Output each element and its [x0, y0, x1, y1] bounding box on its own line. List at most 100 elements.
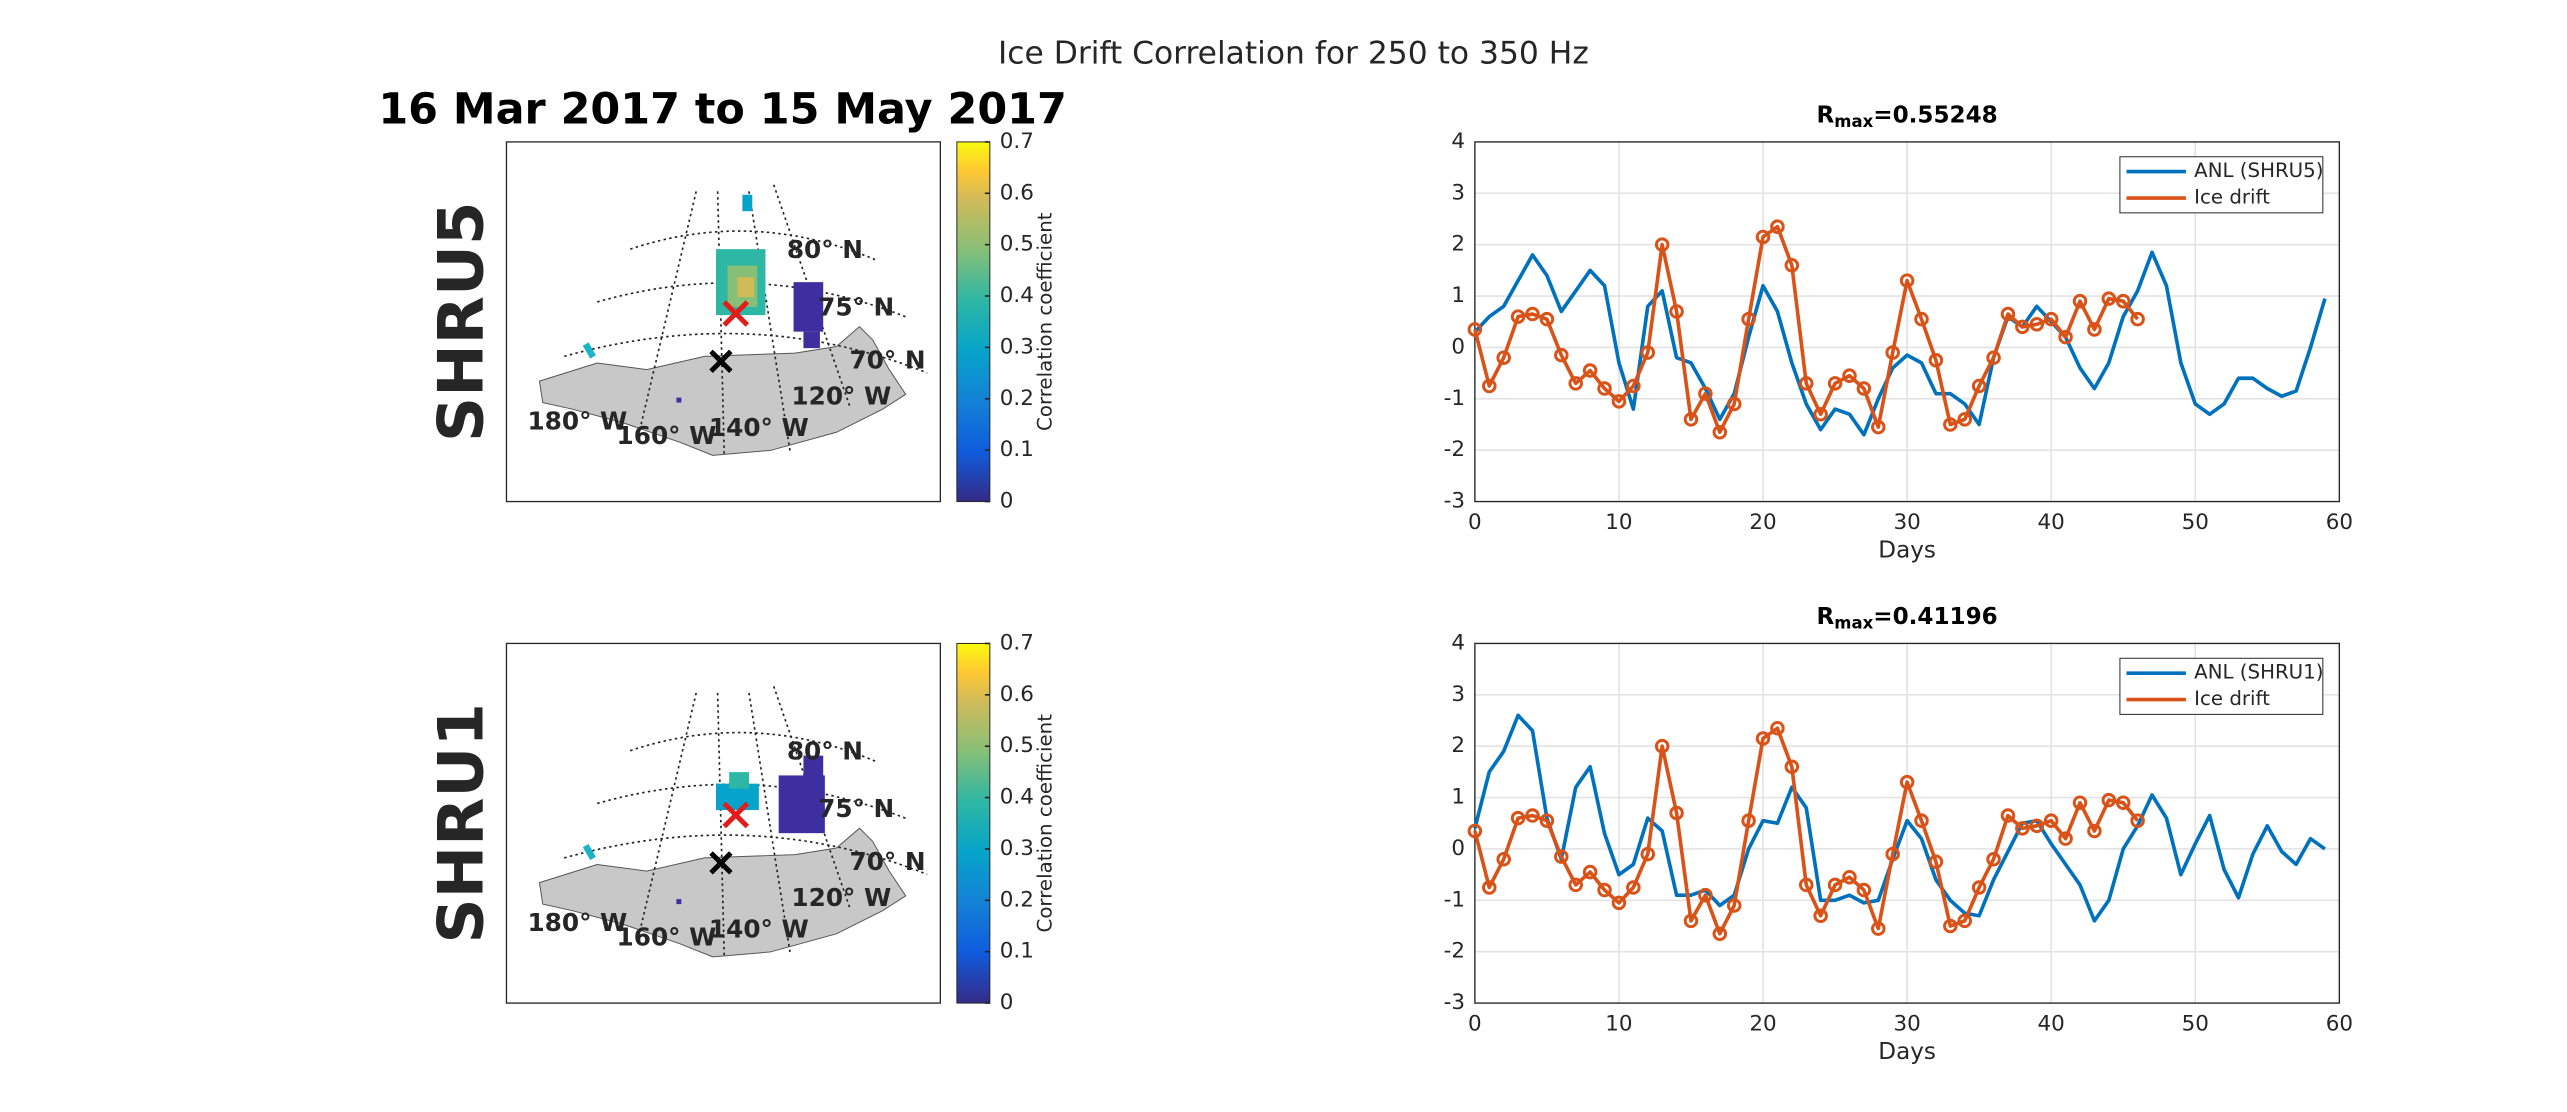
series-marker [1568, 376, 1583, 391]
chart-title: Rmax=0.41196 [1817, 604, 1998, 633]
x-tick-label: 40 [2038, 1012, 2065, 1037]
map-base [506, 643, 940, 1003]
x-tick-label: 20 [1749, 510, 1776, 535]
colorbar [956, 141, 991, 503]
colorbar-tick-label: 0.2 [1000, 386, 1034, 411]
x-tick-label: 0 [1468, 1012, 1482, 1037]
series-marker [1885, 846, 1900, 862]
y-tick-label: 4 [1451, 630, 1465, 655]
series-marker [1467, 322, 1483, 337]
series-marker [1770, 219, 1785, 234]
series-marker [1813, 908, 1828, 923]
series-marker [1827, 877, 1843, 893]
x-tick-label: 10 [1605, 1012, 1632, 1037]
series-marker [1871, 419, 1886, 435]
map-date-range: 16 Mar 2017 to 15 May 2017 [378, 85, 1066, 135]
legend-label: Ice drift [2194, 687, 2270, 710]
panel-label: SHRU5 [424, 202, 497, 442]
series-marker [1971, 378, 1987, 394]
series-marker [2130, 813, 2145, 828]
series-marker [1813, 406, 1828, 422]
map-grid-label: 140° W [709, 413, 809, 442]
series-marker [1568, 877, 1583, 893]
series-marker [1842, 368, 1857, 383]
map-grid-label: 80° N [787, 736, 863, 765]
series-marker [2087, 322, 2102, 337]
series-marker [2130, 311, 2145, 327]
legend-box [2119, 657, 2324, 715]
suptitle: Ice Drift Correlation for 250 to 350 Hz [998, 35, 1589, 71]
series-marker [1597, 381, 1612, 396]
series-marker [1928, 854, 1944, 870]
colorbar-label: Correlation coefficient [1033, 714, 1056, 933]
x-tick-label: 10 [1605, 510, 1632, 535]
series-marker [1957, 412, 1972, 427]
series-marker [1554, 347, 1569, 363]
series-marker [1957, 913, 1972, 929]
series-marker [1611, 895, 1627, 911]
map-field [715, 755, 825, 834]
colorbar-tick-label: 0.3 [1000, 334, 1034, 359]
series-marker [1626, 880, 1641, 895]
series-marker [2072, 293, 2088, 309]
title-text: =0.55248 [1873, 102, 1997, 128]
series-marker [1899, 273, 1915, 288]
x-tick-label: 0 [1468, 510, 1482, 535]
series-line [1473, 713, 2326, 923]
axes-box [1474, 141, 2340, 503]
colorbar-tick-label: 0.7 [1000, 129, 1034, 154]
series-marker [2000, 306, 2016, 322]
series-marker [1798, 877, 1814, 893]
series-marker [1726, 898, 1742, 913]
colorbar-tick-label: 0.4 [1000, 283, 1034, 308]
series-marker [2000, 808, 2016, 823]
colorbar-tick-label: 0.1 [1000, 437, 1034, 462]
legend-label: ANL (SHRU5) [2194, 159, 2323, 182]
y-tick-label: 0 [1451, 836, 1465, 861]
series-marker [2115, 795, 2131, 810]
x-tick-label: 30 [1893, 510, 1920, 535]
series-marker [1943, 417, 1958, 432]
series-marker [1640, 345, 1656, 360]
series-marker [1525, 306, 1540, 322]
series-marker [1582, 363, 1598, 378]
legend-label: ANL (SHRU1) [2194, 661, 2323, 684]
series-marker [1755, 229, 1771, 245]
map-grid-label: 180° W [527, 406, 627, 435]
series-marker [2101, 792, 2117, 808]
series-marker [2101, 291, 2117, 306]
y-tick-label: 2 [1451, 232, 1465, 257]
series-marker [2029, 317, 2045, 332]
series-marker [1726, 396, 1742, 412]
series-marker [1597, 882, 1612, 898]
colorbar [956, 642, 991, 1004]
series-marker [1741, 813, 1756, 828]
series-marker [1539, 813, 1555, 828]
y-tick-label: -3 [1444, 990, 1465, 1015]
y-tick-label: 0 [1451, 334, 1465, 359]
map-base [506, 142, 940, 502]
series-marker [2087, 823, 2102, 839]
series-marker [2015, 821, 2030, 836]
x-tick-label: 60 [2326, 1012, 2353, 1037]
map-field [715, 194, 824, 349]
colorbar-tick-label: 0.2 [1000, 887, 1034, 912]
map-grid-label: 180° W [527, 908, 627, 937]
colorbar-tick-label: 0.5 [1000, 733, 1034, 758]
series-marker [1914, 311, 1929, 327]
series-marker [1928, 353, 1944, 368]
map-grid-label: 140° W [709, 914, 809, 943]
series-marker [2058, 329, 2073, 345]
series-marker [1784, 759, 1800, 775]
series-marker [1640, 846, 1656, 862]
series-marker [1842, 869, 1857, 885]
series-marker [1712, 926, 1728, 941]
series-marker [2043, 813, 2059, 828]
series-marker [1510, 810, 1526, 826]
colorbar-tick-label: 0.7 [1000, 630, 1034, 655]
title-text: R [1817, 604, 1835, 630]
series-marker [1669, 805, 1684, 821]
y-tick-label: 3 [1451, 682, 1465, 707]
colorbar-tick-label: 0.6 [1000, 682, 1034, 707]
series-marker [1986, 350, 2001, 365]
